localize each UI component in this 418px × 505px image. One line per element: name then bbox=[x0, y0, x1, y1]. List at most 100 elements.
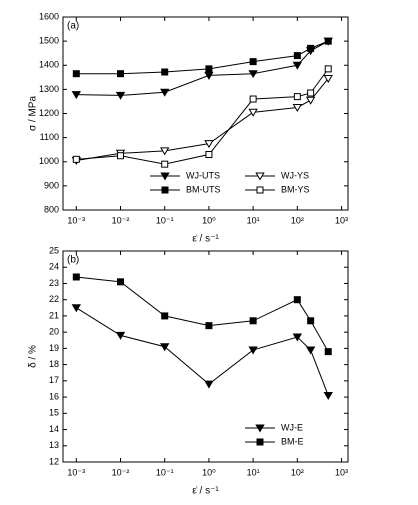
y-tick-label: 1500 bbox=[39, 36, 59, 46]
marker bbox=[249, 317, 257, 325]
marker bbox=[72, 70, 80, 78]
legend-label: WJ-UTS bbox=[186, 170, 220, 180]
marker bbox=[307, 317, 315, 325]
marker bbox=[248, 70, 258, 79]
legend-label: BM-E bbox=[281, 436, 304, 446]
x-tick-label: 10⁰ bbox=[202, 467, 216, 477]
marker bbox=[305, 346, 316, 355]
marker bbox=[249, 58, 257, 66]
marker bbox=[161, 312, 169, 320]
x-tick-label: 10⁻² bbox=[112, 215, 130, 225]
y-tick-label: 1600 bbox=[39, 11, 59, 21]
y-tick-label: 900 bbox=[44, 180, 59, 190]
plot-frame bbox=[62, 16, 349, 211]
x-tick-label: 10³ bbox=[335, 215, 348, 225]
marker bbox=[293, 52, 301, 60]
y-tick-label: 14 bbox=[49, 424, 59, 434]
marker bbox=[323, 391, 333, 400]
x-axis-label: ε̇ / s⁻¹ bbox=[192, 234, 219, 245]
marker bbox=[248, 108, 258, 117]
legend-label: WJ-YS bbox=[281, 170, 309, 180]
marker bbox=[161, 160, 169, 168]
x-tick-label: 10⁻¹ bbox=[156, 215, 174, 225]
y-tick-label: 12 bbox=[49, 456, 59, 466]
series-line bbox=[76, 40, 329, 96]
x-tick-label: 10² bbox=[291, 467, 304, 477]
y-tick-label: 1200 bbox=[39, 108, 59, 118]
plot-frame bbox=[62, 250, 349, 463]
x-tick-label: 10¹ bbox=[247, 215, 260, 225]
x-tick-label: 10⁰ bbox=[202, 215, 216, 225]
marker bbox=[204, 380, 214, 389]
x-tick-label: 10³ bbox=[335, 467, 348, 477]
marker bbox=[249, 95, 257, 103]
marker bbox=[292, 61, 303, 70]
y-axis-label: σ / MPa bbox=[28, 96, 39, 132]
marker bbox=[72, 273, 80, 281]
panel-label: (a) bbox=[67, 21, 79, 32]
marker bbox=[255, 172, 265, 181]
series-line bbox=[76, 276, 329, 352]
marker bbox=[324, 65, 332, 73]
marker bbox=[305, 96, 316, 105]
marker bbox=[292, 103, 303, 112]
x-axis-label: ε̇ / s⁻¹ bbox=[192, 486, 219, 497]
y-tick-label: 1000 bbox=[39, 156, 59, 166]
marker bbox=[307, 44, 315, 52]
marker bbox=[117, 278, 125, 286]
marker bbox=[115, 331, 126, 340]
legend-label: BM-UTS bbox=[186, 184, 221, 194]
marker bbox=[71, 304, 81, 313]
marker bbox=[160, 88, 170, 97]
marker bbox=[324, 37, 332, 45]
series-line bbox=[76, 307, 329, 396]
marker bbox=[205, 322, 213, 330]
marker bbox=[292, 333, 303, 342]
marker bbox=[323, 75, 333, 84]
y-tick-label: 23 bbox=[49, 278, 59, 288]
legend-label: WJ-E bbox=[281, 422, 303, 432]
y-tick-label: 24 bbox=[49, 262, 59, 272]
marker bbox=[293, 93, 301, 101]
marker bbox=[324, 348, 332, 356]
y-tick-label: 1400 bbox=[39, 60, 59, 70]
marker bbox=[248, 346, 258, 355]
series-line bbox=[76, 78, 329, 162]
marker bbox=[115, 91, 126, 100]
y-tick-label: 21 bbox=[49, 310, 59, 320]
panel-label: (b) bbox=[67, 255, 79, 266]
marker bbox=[160, 172, 170, 181]
marker bbox=[293, 296, 301, 304]
x-tick-label: 10⁻³ bbox=[67, 467, 85, 477]
x-tick-label: 10¹ bbox=[247, 467, 260, 477]
y-tick-label: 18 bbox=[49, 359, 59, 369]
y-tick-label: 19 bbox=[49, 343, 59, 353]
y-axis-label: δ / % bbox=[28, 345, 39, 368]
marker bbox=[71, 91, 81, 100]
y-tick-label: 16 bbox=[49, 391, 59, 401]
y-tick-label: 22 bbox=[49, 294, 59, 304]
series-line bbox=[76, 40, 329, 75]
x-tick-label: 10⁻² bbox=[112, 467, 130, 477]
y-tick-label: 17 bbox=[49, 375, 59, 385]
marker bbox=[256, 186, 264, 194]
marker bbox=[256, 438, 264, 446]
marker bbox=[205, 151, 213, 159]
y-tick-label: 15 bbox=[49, 408, 59, 418]
marker bbox=[255, 424, 265, 433]
marker bbox=[204, 140, 214, 149]
x-tick-label: 10⁻³ bbox=[67, 215, 85, 225]
y-tick-label: 20 bbox=[49, 327, 59, 337]
x-tick-label: 10⁻¹ bbox=[156, 467, 174, 477]
y-tick-label: 25 bbox=[49, 245, 59, 255]
marker bbox=[160, 147, 170, 156]
y-tick-label: 1300 bbox=[39, 84, 59, 94]
marker bbox=[161, 68, 169, 76]
x-tick-label: 10² bbox=[291, 215, 304, 225]
marker bbox=[72, 155, 80, 163]
marker bbox=[204, 71, 214, 80]
marker bbox=[161, 186, 169, 194]
series-line bbox=[76, 68, 329, 165]
y-tick-label: 13 bbox=[49, 440, 59, 450]
